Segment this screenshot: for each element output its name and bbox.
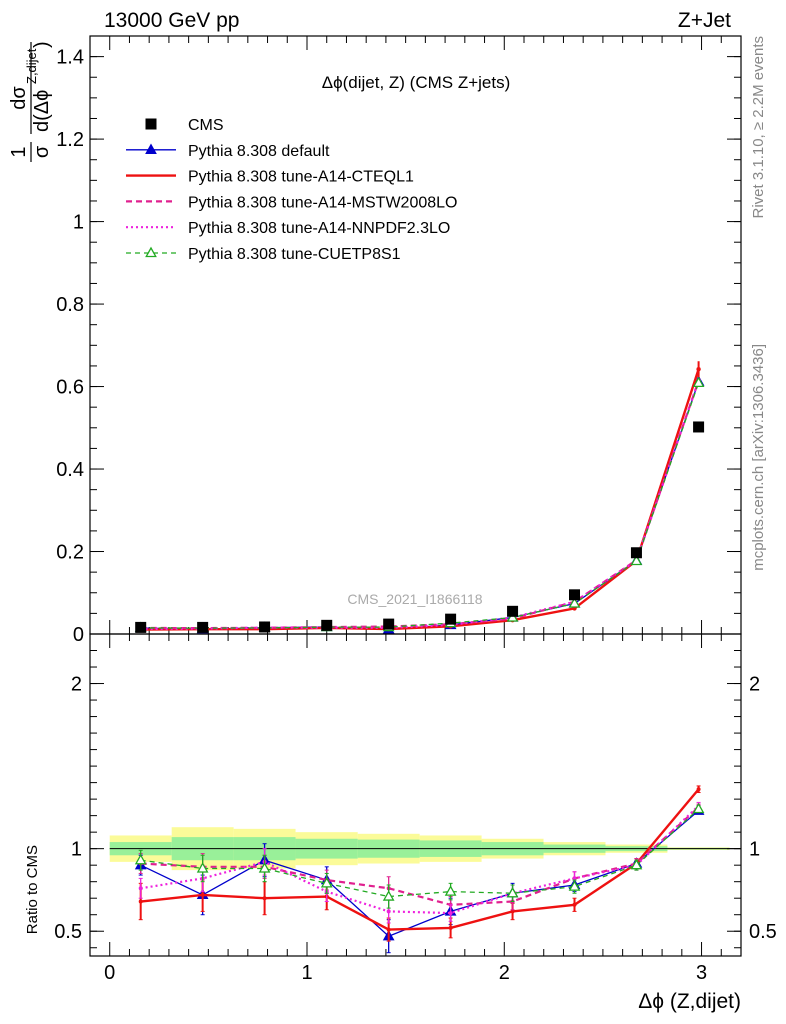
ratio-ytick-label-right: 0.5	[749, 921, 777, 943]
ratio-ytick-label: 2	[71, 674, 82, 696]
main-ytick-label: 1	[73, 212, 84, 234]
ratio-series-default	[140, 810, 700, 937]
ratio-point-cteql1	[696, 787, 701, 792]
side-label-top: Rivet 3.1.10, ≥ 2.2M events	[750, 36, 767, 219]
ratio-xtick-label: 1	[301, 962, 312, 984]
main-ytick-label: 0.6	[56, 377, 84, 399]
ratio-panel: 0.5 0.5 1 1 2 2 0 1 2 3 Ratio to CMS Δϕ (Z,dijet)	[24, 633, 777, 1013]
main-point-cms	[259, 621, 271, 633]
ratio-point-cuetp8s1	[258, 862, 271, 873]
ratio-series-layer	[134, 785, 705, 954]
svg-text:d(Δϕ: d(Δϕ	[31, 90, 53, 132]
legend: CMS Pythia 8.308 default Pythia 8.308 tune…	[126, 117, 457, 263]
ratio-point-cteql1	[572, 902, 577, 907]
ratio-point-cuetp8s1	[692, 802, 705, 814]
ratio-point-cuetp8s1	[382, 890, 395, 901]
ratio-ytick-label: 1	[71, 839, 82, 861]
ratio-point-nnpdf	[572, 876, 577, 881]
ratio-point-nnpdf	[386, 909, 391, 914]
main-point-cuetp8s1	[568, 597, 581, 608]
main-axes: 0 0.2 0.4 0.6 0.8 1 1.2 1.4	[56, 36, 741, 646]
ratio-ytick-label-right: 1	[749, 839, 760, 861]
header-left: 13000 GeV pp	[104, 9, 239, 32]
legend-marker-cms	[145, 118, 157, 130]
svg-text:σ: σ	[31, 145, 53, 158]
ratio-xtick-label: 0	[104, 962, 115, 984]
main-point-cuetp8s1	[692, 376, 705, 387]
ratio-point-cteql1	[386, 927, 391, 932]
legend-marker-cuetp8s1	[145, 246, 157, 258]
main-point-cms	[321, 619, 333, 631]
main-ytick-label: 1.2	[56, 129, 84, 151]
main-title: Δϕ(dijet, Z) (CMS Z+jets)	[322, 73, 511, 92]
ratio-point-cuetp8s1	[568, 880, 581, 891]
main-point-cms	[135, 621, 147, 633]
ratio-frame	[89, 633, 742, 957]
main-point-cms	[197, 621, 209, 633]
header-right: Z+Jet	[678, 9, 731, 32]
ratio-ytick-label: 0.5	[54, 921, 82, 943]
main-point-cms	[569, 589, 581, 601]
legend-label-cteql1: Pythia 8.308 tune-A14-CTEQL1	[188, 169, 414, 186]
ratio-point-cuetp8s1	[444, 885, 457, 896]
ratio-band	[109, 827, 741, 871]
svg-text:1: 1	[8, 146, 30, 157]
main-ytick-label: 0	[73, 624, 84, 646]
legend-label-nnpdf: Pythia 8.308 tune-A14-NNPDF2.3LO	[188, 220, 450, 237]
ratio-series-nnpdf	[140, 804, 700, 915]
ratio-point-cuetp8s1	[506, 886, 519, 898]
ratio-xtick-label: 2	[499, 962, 510, 984]
ratio-xlabel: Δϕ (Z,dijet)	[638, 990, 741, 1013]
ratio-ytick-label-right: 2	[749, 674, 760, 696]
ratio-point-cuetp8s1	[196, 862, 209, 873]
main-point-cms	[445, 613, 457, 625]
legend-label-default: Pythia 8.308 default	[188, 143, 330, 160]
main-ylabel: 1 σ dσ d(Δϕ Z,dijet )	[8, 41, 53, 162]
main-series-layer	[134, 361, 705, 634]
svg-text:): )	[31, 41, 53, 48]
legend-label-mstw: Pythia 8.308 tune-A14-MSTW2008LO	[188, 194, 457, 211]
ratio-point-cteql1	[510, 909, 515, 914]
ratio-series-cuetp8s1	[140, 808, 700, 898]
svg-text:Z,dijet: Z,dijet	[24, 48, 39, 84]
ratio-axes: 0.5 0.5 1 1 2 2 0 1 2 3	[54, 634, 777, 984]
legend-label-cms: CMS	[188, 117, 224, 134]
ratio-point-nnpdf	[448, 911, 453, 916]
ratio-point-cuetp8s1	[320, 877, 333, 888]
ratio-point-cteql1	[262, 896, 267, 901]
legend-marker-default	[145, 143, 157, 154]
main-series-cteql1	[140, 368, 700, 631]
main-panel: 0 0.2 0.4 0.6 0.8 1 1.2 1.4 Δϕ(dijet, Z) (CMS Z…	[8, 35, 742, 646]
main-point-cms	[383, 618, 395, 630]
ratio-series-cteql1	[140, 788, 700, 931]
main-ytick-label: 0.4	[56, 459, 84, 481]
main-point-cuetp8s1	[630, 554, 643, 566]
main-ytick-label: 1.4	[56, 47, 84, 69]
ratio-series-mstw	[140, 806, 700, 906]
main-ytick-label: 0.2	[56, 542, 84, 564]
ratio-point-nnpdf	[138, 886, 143, 891]
ratio-ylabel: Ratio to CMS	[24, 845, 41, 934]
side-label-bottom: mcplots.cern.ch [arXiv:1306.3436]	[750, 344, 767, 571]
main-ytick-label: 0.8	[56, 294, 84, 316]
watermark: CMS_2021_I1866118	[347, 591, 482, 607]
ratio-point-cuetp8s1	[134, 853, 147, 865]
main-point-cms	[630, 547, 642, 559]
ratio-point-cteql1	[200, 892, 205, 897]
ratio-point-cuetp8s1	[630, 858, 643, 870]
svg-text:dσ: dσ	[8, 86, 30, 110]
ratio-point-cteql1	[138, 899, 143, 904]
ratio-point-cteql1	[448, 925, 453, 930]
legend-label-cuetp8s1: Pythia 8.308 tune-CUETP8S1	[188, 246, 401, 263]
main-point-cms	[693, 421, 705, 433]
main-point-cms	[507, 605, 519, 617]
ratio-xtick-label: 3	[696, 962, 707, 984]
main-series-cuetp8s1	[140, 382, 700, 629]
